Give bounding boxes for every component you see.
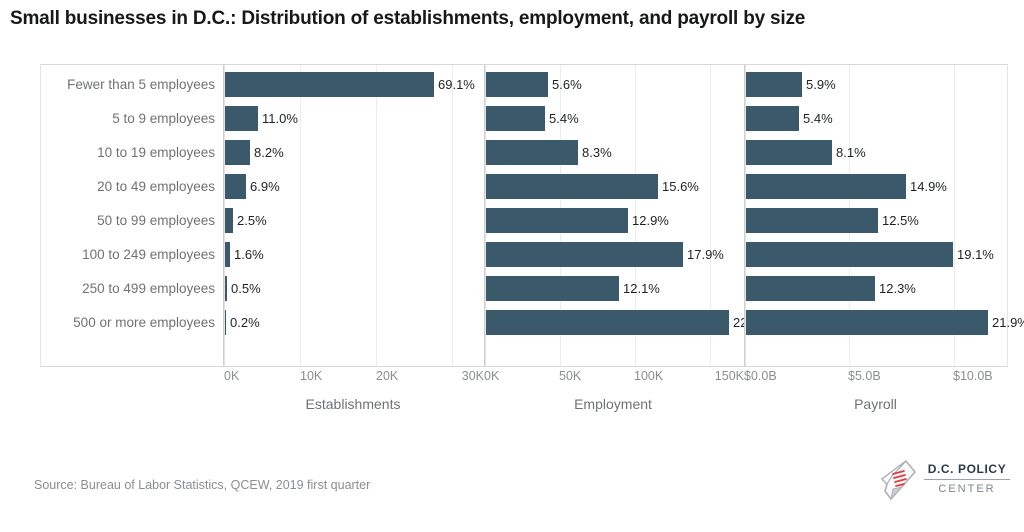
bar [225,106,258,131]
bar-value-label: 1.6% [234,247,264,262]
bar-value-label: 21.9% [992,315,1024,330]
panel-payroll: 5.9% 5.4% 8.1% 14.9% 12.5% 19.1% 12.3% 21.9% [744,65,1024,366]
gridline [954,65,955,366]
gridline [745,65,746,366]
bar [746,106,799,131]
bar-value-label: 12.9% [632,213,669,228]
x-tick-label: 50K [559,369,582,383]
bar-value-label: 11.0% [262,111,298,126]
dc-diamond-document-icon [876,458,918,502]
bar-value-label: 0.2% [230,315,260,330]
category-label: 5 to 9 employees [112,111,215,126]
logo-line-1: D.C. POLICY [924,462,1010,480]
category-label: 100 to 249 employees [82,247,215,262]
bar [746,242,953,267]
category-label: 20 to 49 employees [97,179,215,194]
page-title: Small businesses in D.C.: Distribution o… [10,8,806,29]
bar-value-label: 6.9% [250,179,280,194]
gridline [452,65,453,366]
bar-value-label: 12.5% [882,213,919,228]
logo-text: D.C. POLICY CENTER [924,462,1010,497]
bar-value-label: 14.9% [910,179,947,194]
bar-value-label: 8.2% [254,145,284,160]
bar [486,310,729,335]
x-axis-employment: 0K 50K 100K 150K [484,369,744,387]
x-axis-establishments: 0K 10K 20K 30K [224,369,484,387]
gridline [635,65,636,366]
x-tick-label: 30K [461,369,484,383]
dc-policy-center-logo: D.C. POLICY CENTER [876,456,1010,504]
gridline [224,65,225,366]
gridline [485,65,486,366]
category-axis: Fewer than 5 employees 5 to 9 employees 10… [41,65,224,366]
panel-establishments: 69.1% 11.0% 8.2% 6.9% 2.5% 1.6% 0.5% 0.2% [224,65,484,366]
bar-value-label: 15.6% [662,179,699,194]
chart-frame: Fewer than 5 employees 5 to 9 employees 10… [40,64,1024,367]
bar [225,276,227,301]
bar [225,140,250,165]
x-tick-label: 10K [300,369,323,383]
bar [746,174,906,199]
logo-line-2: CENTER [938,483,996,495]
bar-value-label: 8.3% [582,145,612,160]
bar-value-label: 5.4% [549,111,579,126]
x-tick-label: 150K [714,369,744,383]
bar-value-label: 5.6% [552,77,582,92]
bar-value-label: 12.3% [879,281,916,296]
panel-title: Employment [574,396,652,412]
bar [746,208,878,233]
bar [746,72,802,97]
bar-value-label: 19.1% [957,247,994,262]
x-tick-label: 20K [376,369,399,383]
bar-value-label: 5.4% [803,111,833,126]
bar [486,242,683,267]
x-tick-label: $0.0B [744,369,777,383]
bar [486,106,545,131]
category-label: 500 or more employees [73,315,215,330]
bar [486,72,548,97]
bar [486,276,619,301]
bar-value-label: 69.1% [438,77,475,92]
bar [225,174,246,199]
bar-value-label: 5.9% [806,77,836,92]
bar [486,208,628,233]
gridline [376,65,377,366]
bar-value-label: 17.9% [687,247,724,262]
panel-employment: 5.6%5.4%8.3%15.6%12.9%17.9%12.1%22.1% [484,65,770,366]
bar-value-label: 2.5% [237,213,267,228]
panel-title: Payroll [854,396,897,412]
bar [225,242,230,267]
x-tick-label: 0K [224,369,240,383]
bar-value-label: 12.1% [623,281,660,296]
category-label: 250 to 499 employees [82,281,215,296]
x-tick-label: 0K [484,369,500,383]
category-label: 10 to 19 employees [97,145,215,160]
category-label: Fewer than 5 employees [67,77,215,92]
bar [486,140,578,165]
panel-title: Establishments [305,396,401,412]
x-tick-label: 100K [634,369,664,383]
x-tick-label: $5.0B [848,369,881,383]
x-tick-label: $10.0B [953,369,993,383]
source-note: Source: Bureau of Labor Statistics, QCEW… [34,478,371,492]
category-label: 50 to 99 employees [97,213,215,228]
bar [225,72,434,97]
bar [486,174,658,199]
gridline [300,65,301,366]
bar [225,310,226,335]
x-axis-payroll: $0.0B $5.0B $10.0B [744,369,1009,387]
bar [225,208,233,233]
bar [746,140,832,165]
bar [746,276,875,301]
bar-value-label: 0.5% [231,281,261,296]
bar [746,310,988,335]
bar-value-label: 8.1% [836,145,866,160]
gridline [710,65,711,366]
